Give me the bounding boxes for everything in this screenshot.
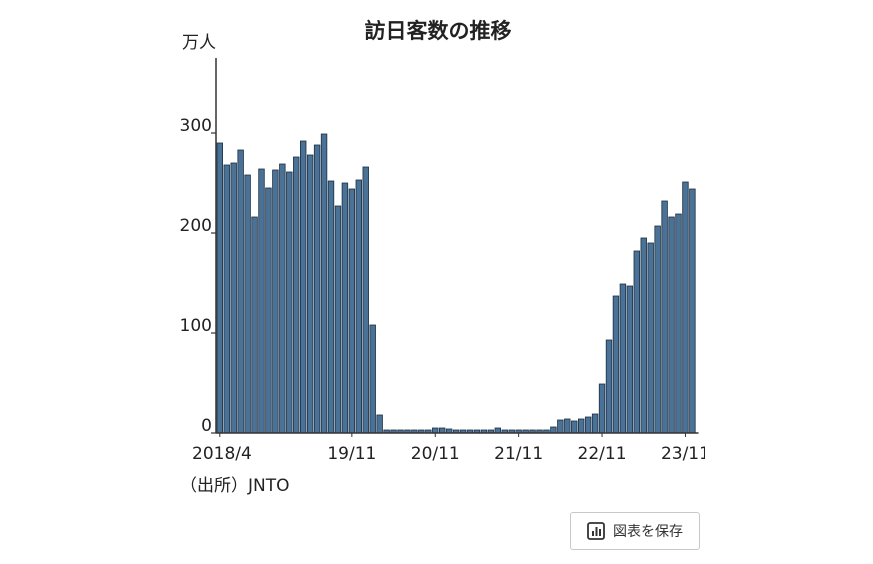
bar xyxy=(341,182,349,434)
bar xyxy=(355,179,362,434)
bar xyxy=(605,339,613,434)
x-tick-label: 19/11 xyxy=(327,444,376,464)
bar xyxy=(598,383,606,434)
y-axis-unit: 万人 xyxy=(182,33,216,53)
bar xyxy=(334,205,342,434)
x-tick-label: 2018/4 xyxy=(192,444,252,464)
bar xyxy=(313,144,321,434)
bar xyxy=(668,216,675,434)
save-chart-label: 図表を保存 xyxy=(613,524,683,540)
bar xyxy=(265,187,272,434)
bar xyxy=(550,426,557,434)
x-tick-label: 20/11 xyxy=(411,444,460,464)
bar xyxy=(293,156,300,434)
y-tick-label: 0 xyxy=(201,416,212,436)
bar xyxy=(286,171,293,434)
bar xyxy=(584,416,592,434)
bar-chart-icon xyxy=(587,522,605,540)
bar xyxy=(258,168,265,434)
bar xyxy=(369,324,376,434)
bar xyxy=(223,164,230,434)
bar xyxy=(272,169,279,434)
bar xyxy=(216,142,223,434)
bar xyxy=(299,140,307,434)
bars xyxy=(216,133,696,434)
bar xyxy=(376,414,383,434)
x-tick-label: 22/11 xyxy=(578,444,627,464)
y-axis-ticks: 0 100 200 300 xyxy=(180,116,216,436)
bar xyxy=(244,174,251,434)
chart-title: 訪日客数の推移 xyxy=(365,19,512,43)
bar xyxy=(571,420,578,434)
bar xyxy=(640,237,647,434)
bar xyxy=(689,188,696,434)
bar xyxy=(564,418,571,434)
chart-svg: 訪日客数の推移 万人 0 100 200 300 2018/4 19/11 20/11 21… xyxy=(180,19,705,496)
bar xyxy=(362,166,369,434)
bar xyxy=(675,213,682,434)
bar xyxy=(237,149,244,434)
bar xyxy=(654,225,661,434)
y-tick-label: 200 xyxy=(180,216,212,236)
bar xyxy=(591,413,599,434)
y-tick-label: 300 xyxy=(180,116,212,136)
x-tick-label: 21/11 xyxy=(494,444,543,464)
bar xyxy=(306,154,314,434)
bar xyxy=(557,419,564,434)
bar xyxy=(577,418,585,434)
y-tick-label: 100 xyxy=(180,316,212,336)
bar xyxy=(279,163,286,434)
x-axis-ticks: 2018/4 19/11 20/11 21/11 22/11 23/11 xyxy=(192,433,705,464)
bar xyxy=(661,200,668,434)
bar xyxy=(626,285,634,434)
bar xyxy=(251,216,258,434)
bar xyxy=(612,295,620,434)
x-tick-label: 23/11 xyxy=(661,444,705,464)
chart: 訪日客数の推移 万人 0 100 200 300 2018/4 19/11 20/11 21… xyxy=(170,0,705,500)
bar xyxy=(230,162,237,434)
save-chart-button[interactable]: 図表を保存 xyxy=(570,512,700,550)
source-note: （出所）JNTO xyxy=(180,476,290,496)
bar xyxy=(633,250,640,434)
bar xyxy=(348,188,356,434)
bar xyxy=(619,283,627,434)
bar xyxy=(682,181,689,434)
bar xyxy=(327,180,335,434)
bar xyxy=(320,133,328,434)
bar xyxy=(647,242,654,434)
